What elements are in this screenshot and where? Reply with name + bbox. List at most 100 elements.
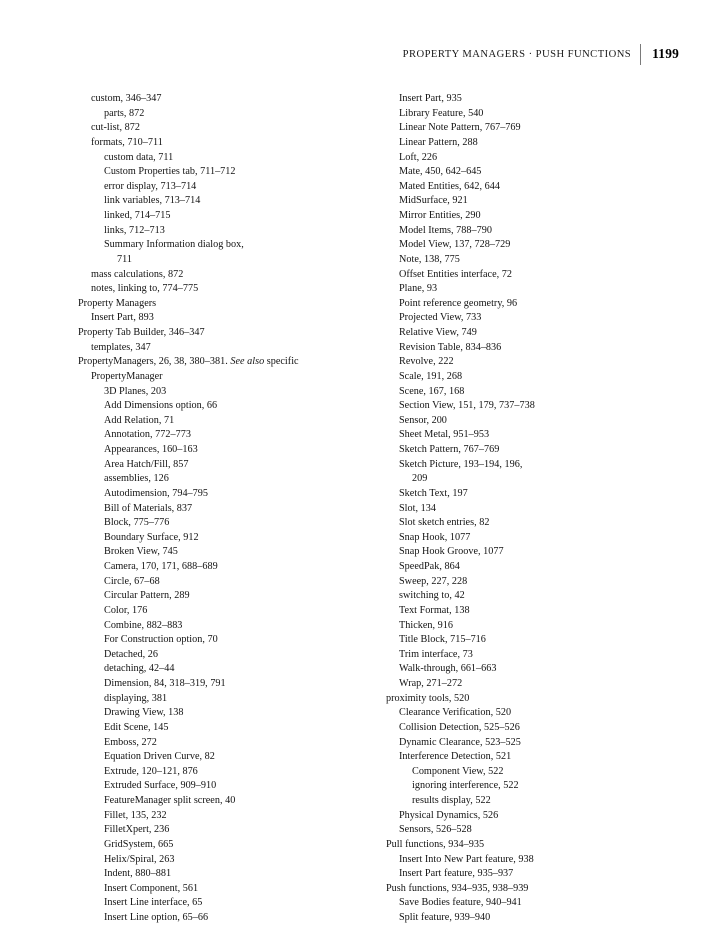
index-entry: Slot sketch entries, 82 [399, 517, 490, 529]
index-entry: Sweep, 227, 228 [399, 575, 468, 587]
index-entry: custom, 346–347 [91, 93, 162, 104]
index-entry: Component View, 522 [412, 765, 504, 777]
index-entry: Sensors, 526–528 [399, 824, 472, 836]
index-entry: custom data, 711 [104, 151, 174, 163]
index-entry: Snap Hook, 1077 [399, 531, 471, 543]
index-entry: Mate, 450, 642–645 [399, 166, 482, 178]
index-column-right: Insert Part, 935 Library Feature, 540 Line… [386, 92, 686, 926]
index-entry: Indent, 880–881 [104, 868, 172, 880]
index-entry: Plane, 93 [399, 283, 438, 295]
index-entry: Summary Information dialog box, [104, 239, 244, 251]
index-entry: Point reference geometry, 96 [399, 297, 518, 309]
index-entry: Sketch Picture, 193–194, 196, [399, 458, 523, 470]
index-entry: Detached, 26 [104, 648, 158, 660]
index-entry: Text Format, 138 [399, 604, 470, 616]
index-entry: Pull functions, 934–935 [386, 838, 485, 850]
index-entry: Broken View, 745 [104, 546, 178, 558]
index-entry: Model View, 137, 728–729 [399, 239, 511, 251]
index-entry: Camera, 170, 171, 688–689 [104, 561, 218, 572]
index-entry: linked, 714–715 [104, 210, 171, 221]
index-entry: Clearance Verification, 520 [399, 707, 512, 719]
index-entry: Projected View, 733 [399, 312, 482, 324]
index-entry: Area Hatch/Fill, 857 [104, 458, 189, 470]
index-entry: 209 [412, 473, 428, 485]
index-entry: Block, 775–776 [104, 517, 170, 529]
index-entry: Appearances, 160–163 [104, 444, 198, 455]
index-column-left: custom, 346–347 parts, 872 cut-list, 872 fo… [78, 92, 378, 926]
index-entry: Bill of Materials, 837 [104, 502, 193, 514]
index-entry: Relative View, 749 [399, 327, 477, 338]
index-entry: results display, 522 [412, 795, 491, 806]
index-entry: templates, 347 [91, 341, 151, 353]
index-entry: error display, 713–714 [104, 180, 197, 192]
index-entry: ignoring interference, 522 [412, 780, 519, 792]
index-entry: Autodimension, 794–795 [104, 487, 209, 499]
index-entry: Snap Hook Groove, 1077 [399, 546, 504, 558]
index-entry: Revolve, 222 [399, 356, 454, 368]
index-entry: Offset Entities interface, 72 [399, 268, 512, 280]
index-entry: 711 [117, 253, 132, 265]
running-head-title: PROPERTY MANAGERS · PUSH FUNCTIONS [402, 48, 632, 60]
index-entry: Dynamic Clearance, 523–525 [399, 736, 521, 748]
index-entry: PropertyManager [91, 370, 163, 382]
index-entry: Dimension, 84, 318–319, 791 [104, 678, 226, 689]
index-entry: Physical Dynamics, 526 [399, 809, 499, 821]
index-entry-term: PropertyManagers, 26, 38, 380–381. [78, 356, 231, 368]
index-entry: Insert Component, 561 [104, 882, 199, 894]
index-entry: Combine, 882–883 [104, 619, 183, 631]
index-entry: Title Block, 715–716 [399, 634, 486, 646]
index-entry: Edit Scene, 145 [104, 721, 169, 733]
see-also-label: See also [230, 356, 265, 368]
index-entry: Custom Properties tab, 711–712 [104, 166, 236, 178]
index-entry: Linear Pattern, 288 [399, 136, 478, 148]
index-entry: Circular Pattern, 289 [104, 590, 190, 602]
index-entry: Sketch Pattern, 767–769 [399, 444, 500, 455]
index-entry: mass calculations, 872 [91, 268, 184, 280]
index-entry: Helix/Spiral, 263 [104, 853, 175, 865]
index-entry: Loft, 226 [399, 151, 438, 163]
index-entry: Sketch Text, 197 [399, 487, 468, 499]
index-entry: Mirror Entities, 290 [399, 210, 481, 221]
index-entry: Emboss, 272 [104, 736, 157, 748]
index-entry: Scale, 191, 268 [399, 370, 463, 382]
index-entry: link variables, 713–714 [104, 195, 201, 207]
index-entry: Wrap, 271–272 [399, 678, 463, 689]
index-entry: Slot, 134 [399, 502, 436, 514]
index-entry: Insert Into New Part feature, 938 [399, 853, 534, 865]
index-entry: Circle, 67–68 [104, 575, 160, 587]
index-entry: Note, 138, 775 [399, 253, 460, 265]
index-entry: Model Items, 788–790 [399, 224, 492, 236]
index-entry: formats, 710–711 [91, 136, 163, 148]
index-entry: Trim interface, 73 [399, 648, 473, 660]
index-entry: GridSystem, 665 [104, 838, 174, 850]
index-entry: Property Managers [78, 297, 157, 309]
running-head: PROPERTY MANAGERS · PUSH FUNCTIONS 1199 [402, 43, 679, 65]
index-entry: Interference Detection, 521 [399, 751, 512, 763]
index-entry: links, 712–713 [104, 224, 165, 236]
index-entry: Add Relation, 71 [104, 414, 175, 426]
index-entry: Insert Part feature, 935–937 [399, 868, 514, 880]
index-entry: Thicken, 916 [399, 619, 453, 631]
index-entry: Property Tab Builder, 346–347 [78, 327, 205, 338]
index-entry: Extrude, 120–121, 876 [104, 765, 198, 777]
index-entry: Section View, 151, 179, 737–738 [399, 400, 535, 412]
index-entry: Drawing View, 138 [104, 707, 184, 719]
index-entry: Mated Entities, 642, 644 [399, 180, 500, 192]
index-entry: FilletXpert, 236 [104, 824, 170, 836]
index-entry: Linear Note Pattern, 767–769 [399, 122, 521, 134]
index-entry: PropertyManagers, 26, 38, 380–381. See a… [78, 355, 378, 370]
index-entry: MidSurface, 921 [399, 195, 468, 207]
index-entry: Save Bodies feature, 940–941 [399, 897, 522, 909]
index-entry: Sensor, 200 [399, 414, 447, 426]
page-number: 1199 [652, 46, 679, 61]
index-entry: For Construction option, 70 [104, 634, 218, 646]
index-entry: Insert Line option, 65–66 [104, 912, 209, 923]
index-entry: Insert Line interface, 65 [104, 897, 203, 909]
index-entry: Split feature, 939–940 [399, 912, 491, 923]
index-entry: Color, 176 [104, 604, 148, 616]
index-entry: Fillet, 135, 232 [104, 809, 167, 821]
index-entry: notes, linking to, 774–775 [91, 283, 199, 295]
index-entry: Insert Part, 893 [91, 312, 154, 324]
index-entry: assemblies, 126 [104, 473, 169, 485]
index-entry: cut-list, 872 [91, 122, 140, 134]
